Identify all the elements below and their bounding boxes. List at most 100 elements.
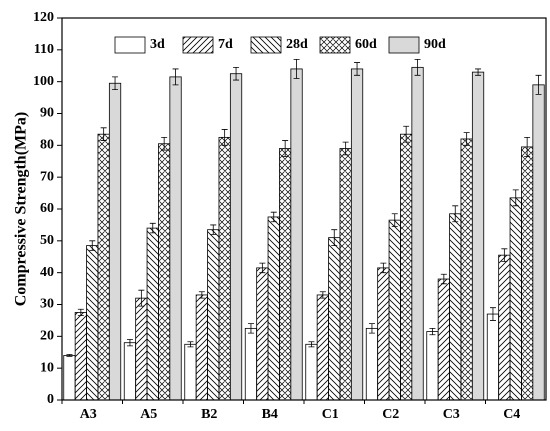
bar xyxy=(437,278,450,401)
error-bar xyxy=(489,307,496,321)
bar xyxy=(184,343,197,401)
error-bar xyxy=(282,140,289,157)
y-tick-label: 70 xyxy=(40,169,54,184)
legend-swatch xyxy=(388,36,420,54)
bar xyxy=(207,229,220,401)
bar xyxy=(377,267,390,401)
error-bar xyxy=(259,262,266,274)
error-bar xyxy=(66,354,73,357)
x-tick-label: B2 xyxy=(201,407,217,422)
y-tick-label: 30 xyxy=(40,297,54,312)
error-bar xyxy=(319,291,326,299)
bar xyxy=(108,82,122,401)
error-bar xyxy=(452,205,459,223)
bar xyxy=(135,297,148,401)
error-bar xyxy=(475,68,482,76)
bar xyxy=(471,71,485,401)
bar xyxy=(498,254,511,401)
y-tick-label: 120 xyxy=(33,10,54,25)
error-bar xyxy=(414,58,421,76)
bar xyxy=(365,327,379,401)
y-tick-label: 40 xyxy=(40,265,54,280)
y-axis-title: Compressive Strength(MPa) xyxy=(13,112,30,307)
y-tick-label: 50 xyxy=(40,233,54,248)
bar xyxy=(267,216,280,401)
legend-label: 90d xyxy=(424,37,446,52)
bar xyxy=(123,342,137,401)
bar xyxy=(279,148,292,401)
y-tick-label: 20 xyxy=(40,329,54,344)
error-bar xyxy=(463,132,470,146)
bar xyxy=(305,343,318,401)
bar xyxy=(146,227,159,401)
bar xyxy=(63,355,76,401)
legend-swatch xyxy=(114,36,146,54)
error-bar xyxy=(501,248,508,262)
error-bar xyxy=(233,66,240,81)
bar xyxy=(328,237,341,401)
bar xyxy=(316,294,329,401)
error-bar xyxy=(89,240,96,251)
bar xyxy=(486,313,500,401)
bar xyxy=(74,312,87,401)
error-bar xyxy=(429,327,436,336)
y-tick-label: 90 xyxy=(40,106,54,121)
bar xyxy=(339,148,352,401)
bar xyxy=(509,197,522,401)
error-bar xyxy=(161,136,168,151)
bar xyxy=(400,133,413,401)
bar xyxy=(195,294,208,401)
error-bar xyxy=(198,291,205,299)
y-tick-label: 10 xyxy=(40,360,54,375)
bar xyxy=(449,213,462,401)
y-tick-label: 110 xyxy=(34,42,54,57)
bar xyxy=(218,136,231,401)
error-bar xyxy=(391,213,398,227)
error-bar xyxy=(512,189,519,207)
error-bar xyxy=(535,74,542,95)
bar xyxy=(350,68,364,401)
error-bar xyxy=(112,76,119,91)
legend-label: 7d xyxy=(218,37,233,52)
error-bar xyxy=(126,339,133,347)
x-tick-label: C3 xyxy=(443,407,460,422)
bar xyxy=(460,138,473,401)
error-bar xyxy=(138,289,145,307)
bar xyxy=(244,327,258,401)
bar xyxy=(411,66,424,401)
x-tick-label: A5 xyxy=(140,407,157,422)
error-bar xyxy=(524,136,531,157)
legend-label: 60d xyxy=(355,37,377,52)
error-bar xyxy=(77,308,84,317)
x-tick-label: C2 xyxy=(382,407,399,422)
bar xyxy=(229,73,243,401)
y-tick-label: 0 xyxy=(47,392,54,407)
y-tick-label: 60 xyxy=(40,201,54,216)
x-tick-label: C1 xyxy=(322,407,339,422)
bar xyxy=(86,245,99,401)
legend-swatch xyxy=(319,36,351,54)
legend-swatch xyxy=(250,36,282,54)
error-bar xyxy=(149,222,156,234)
bar xyxy=(169,76,182,401)
y-tick-label: 100 xyxy=(33,74,54,89)
bar xyxy=(256,267,269,401)
error-bar xyxy=(403,125,410,143)
legend-label: 3d xyxy=(150,37,165,52)
x-tick-label: C4 xyxy=(503,407,520,422)
bar xyxy=(426,331,439,401)
error-bar xyxy=(210,224,217,235)
bar xyxy=(158,143,171,401)
error-bar xyxy=(368,323,375,334)
error-bar xyxy=(308,341,315,348)
error-bar xyxy=(331,229,338,247)
error-bar xyxy=(440,273,447,285)
x-tick-label: A3 xyxy=(80,407,97,422)
legend-label: 28d xyxy=(286,37,308,52)
error-bar xyxy=(187,341,194,348)
x-tick-label: B4 xyxy=(262,407,278,422)
error-bar xyxy=(380,262,387,274)
plot-frame xyxy=(61,17,547,401)
error-bar xyxy=(172,68,179,86)
